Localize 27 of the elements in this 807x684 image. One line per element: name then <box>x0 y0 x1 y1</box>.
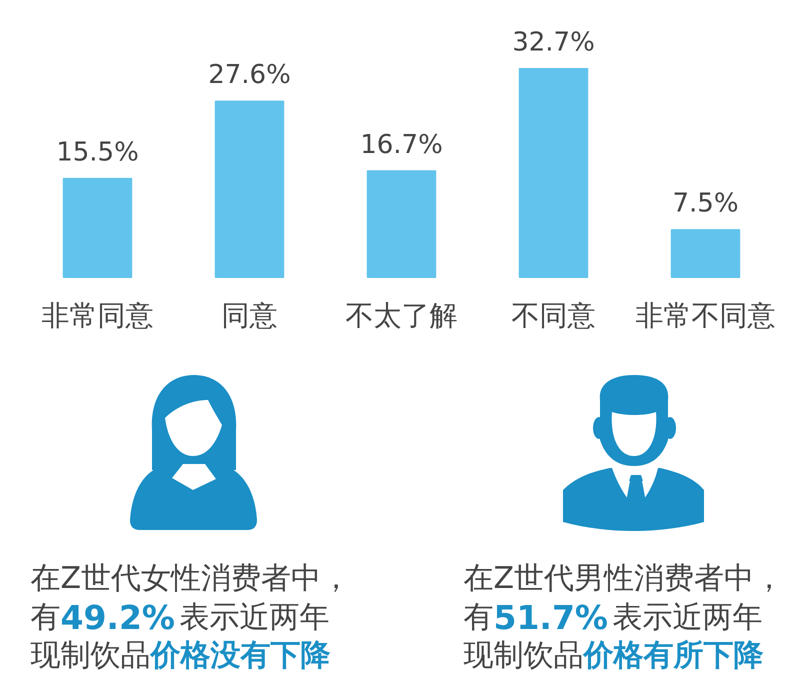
text: 价格有所下降 <box>582 638 764 673</box>
x-tick-label: 非常不同意 <box>636 299 776 332</box>
data-label: 32.7% <box>512 28 595 58</box>
text: 49.2% <box>60 598 175 637</box>
x-tick-label: 不太了解 <box>346 299 458 332</box>
text: 有 <box>30 600 60 635</box>
bar <box>670 229 740 278</box>
bar <box>214 100 284 278</box>
text: 有 <box>464 600 494 635</box>
x-tick-label: 不同意 <box>512 299 596 332</box>
x-tick-label: 同意 <box>222 299 278 332</box>
text: 表示近两年 <box>612 600 762 635</box>
bar <box>518 68 588 278</box>
text: 在Z世代女性消费者中， <box>30 561 352 596</box>
data-label: 15.5% <box>56 137 139 168</box>
data-label: 16.7% <box>360 130 443 160</box>
data-label: 27.6% <box>208 60 291 90</box>
bar <box>62 178 132 278</box>
text: 现制饮品 <box>30 638 150 673</box>
text: 51.7% <box>494 598 608 637</box>
text: 现制饮品 <box>464 638 584 673</box>
text: 在Z世代男性消费者中， <box>464 561 784 596</box>
x-tick-label: 非常同意 <box>42 299 154 332</box>
text: 价格没有下降 <box>148 638 330 673</box>
bar <box>366 170 436 278</box>
data-label: 7.5% <box>672 188 739 219</box>
text: 表示近两年 <box>179 600 330 635</box>
